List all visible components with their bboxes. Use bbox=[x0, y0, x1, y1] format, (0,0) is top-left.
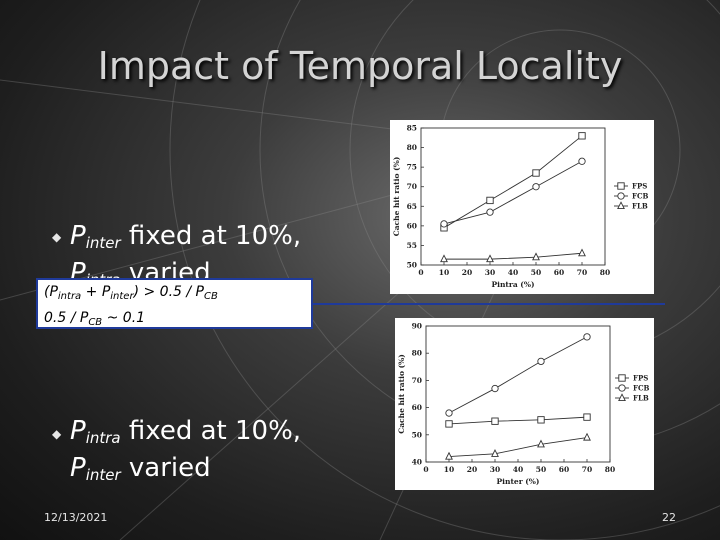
legend-label-flb: FLB bbox=[632, 202, 648, 211]
legend-marker-flb bbox=[618, 393, 626, 402]
x-tick-label: 80 bbox=[605, 465, 615, 474]
y-tick-label: 60 bbox=[407, 221, 417, 230]
x-tick-label: 30 bbox=[490, 465, 500, 474]
x-tick-label: 10 bbox=[439, 268, 449, 277]
legend-marker-fps bbox=[618, 374, 626, 382]
data-point-fps bbox=[537, 416, 545, 424]
x-tick-label: 0 bbox=[423, 465, 428, 474]
legend-label-fps: FPS bbox=[633, 374, 648, 383]
data-point-flb bbox=[445, 451, 453, 460]
x-tick-label: 20 bbox=[462, 268, 472, 277]
y-tick-label: 65 bbox=[407, 202, 417, 211]
series-line-fcb bbox=[448, 336, 588, 414]
chart-pinter: 0 10 20 30 40 50 60 70 80 40 50 60 70 80 90 Pinter (%) C… bbox=[397, 322, 650, 487]
y-tick-label: 70 bbox=[412, 376, 422, 385]
x-tick-label: 0 bbox=[418, 268, 423, 277]
data-point-fps bbox=[491, 417, 499, 425]
x-tick-label: 20 bbox=[467, 465, 477, 474]
callout-line-1: (Pintra + Pinter) > 0.5 / PCB bbox=[44, 284, 218, 302]
callout-connector-line bbox=[313, 303, 665, 305]
x-axis-label: Pinter (%) bbox=[497, 477, 540, 486]
series-line-fps bbox=[443, 135, 583, 229]
x-tick-label: 40 bbox=[508, 268, 518, 277]
data-point-fcb bbox=[578, 157, 586, 165]
series-line-fcb bbox=[443, 160, 583, 225]
series-line-flb bbox=[444, 252, 583, 260]
data-point-fcb bbox=[486, 208, 494, 216]
x-tick-label: 50 bbox=[531, 268, 541, 277]
x-tick-label: 40 bbox=[513, 465, 523, 474]
y-tick-label: 80 bbox=[407, 143, 417, 152]
data-point-fcb bbox=[532, 183, 540, 191]
legend-marker-fcb bbox=[617, 192, 625, 200]
y-tick-label: 75 bbox=[407, 163, 417, 172]
footer-page-number: 22 bbox=[662, 511, 676, 524]
data-point-flb bbox=[532, 252, 540, 261]
x-tick-label: 60 bbox=[554, 268, 564, 277]
chart-top-panel: 0 10 20 30 40 50 60 70 80 50 55 60 65 70 75 80 85 Pintra … bbox=[390, 120, 654, 294]
y-tick-label: 90 bbox=[412, 322, 422, 331]
data-point-fcb bbox=[491, 384, 499, 393]
data-point-flb bbox=[578, 248, 586, 257]
x-tick-label: 10 bbox=[444, 465, 454, 474]
data-point-fps bbox=[486, 196, 494, 205]
chart-pintra: 0 10 20 30 40 50 60 70 80 50 55 60 65 70 75 80 85 Pintra … bbox=[392, 124, 649, 290]
annotation-callout: (Pintra + Pinter) > 0.5 / PCB 0.5 / PCB … bbox=[36, 278, 313, 329]
data-point-flb bbox=[486, 254, 494, 263]
x-tick-label: 80 bbox=[600, 268, 610, 277]
chart-bottom-panel: 0 10 20 30 40 50 60 70 80 40 50 60 70 80 90 Pinter (%) C… bbox=[395, 318, 654, 490]
x-tick-label: 50 bbox=[536, 465, 546, 474]
y-tick-label: 60 bbox=[412, 403, 422, 412]
legend-label-fps: FPS bbox=[632, 182, 647, 191]
data-point-fcb bbox=[583, 333, 591, 341]
y-tick-label: 70 bbox=[407, 182, 417, 191]
legend-label-flb: FLB bbox=[633, 394, 649, 403]
plot-frame bbox=[420, 127, 606, 266]
legend-marker-flb bbox=[617, 201, 625, 210]
data-point-fps bbox=[532, 169, 540, 177]
y-tick-label: 55 bbox=[407, 241, 417, 250]
footer-date: 12/13/2021 bbox=[44, 511, 108, 524]
y-axis-label: Cache hit ratio (%) bbox=[392, 157, 401, 237]
data-point-flb bbox=[583, 432, 591, 441]
data-point-fcb bbox=[537, 357, 545, 366]
data-point-fps bbox=[583, 413, 591, 421]
legend-marker-fps bbox=[617, 182, 625, 190]
series-line-fps bbox=[448, 416, 588, 425]
data-point-fps bbox=[578, 132, 586, 140]
y-tick-label: 50 bbox=[412, 430, 422, 439]
legend-label-fcb: FCB bbox=[633, 384, 650, 393]
y-tick-label: 40 bbox=[412, 458, 422, 467]
data-point-fcb bbox=[445, 409, 453, 417]
y-axis-label: Cache hit ratio (%) bbox=[397, 354, 406, 434]
x-axis-label: Pintra (%) bbox=[491, 280, 534, 289]
x-tick-label: 70 bbox=[582, 465, 592, 474]
data-point-fcb bbox=[440, 220, 448, 228]
bullet-diamond-icon: ◆ bbox=[52, 427, 62, 441]
bullet-diamond-icon: ◆ bbox=[52, 230, 62, 244]
bullet-text-2: Pintra fixed at 10%, Pinter varied bbox=[70, 416, 302, 484]
y-tick-label: 85 bbox=[407, 124, 417, 133]
x-tick-label: 60 bbox=[559, 465, 569, 474]
y-tick-label: 50 bbox=[407, 261, 417, 270]
slide-title: Impact of Temporal Locality bbox=[97, 44, 623, 88]
callout-line-2: 0.5 / PCB ~ 0.1 bbox=[44, 310, 146, 328]
legend-label-fcb: FCB bbox=[632, 192, 649, 201]
data-point-flb bbox=[537, 439, 545, 448]
series-line-flb bbox=[448, 437, 588, 458]
x-tick-label: 30 bbox=[485, 268, 495, 277]
legend-marker-fcb bbox=[618, 384, 626, 392]
plot-frame bbox=[425, 325, 611, 463]
data-point-fps bbox=[445, 420, 453, 428]
data-point-flb bbox=[440, 254, 448, 263]
x-tick-label: 70 bbox=[577, 268, 587, 277]
y-tick-label: 80 bbox=[412, 349, 422, 358]
data-point-flb bbox=[491, 449, 499, 457]
